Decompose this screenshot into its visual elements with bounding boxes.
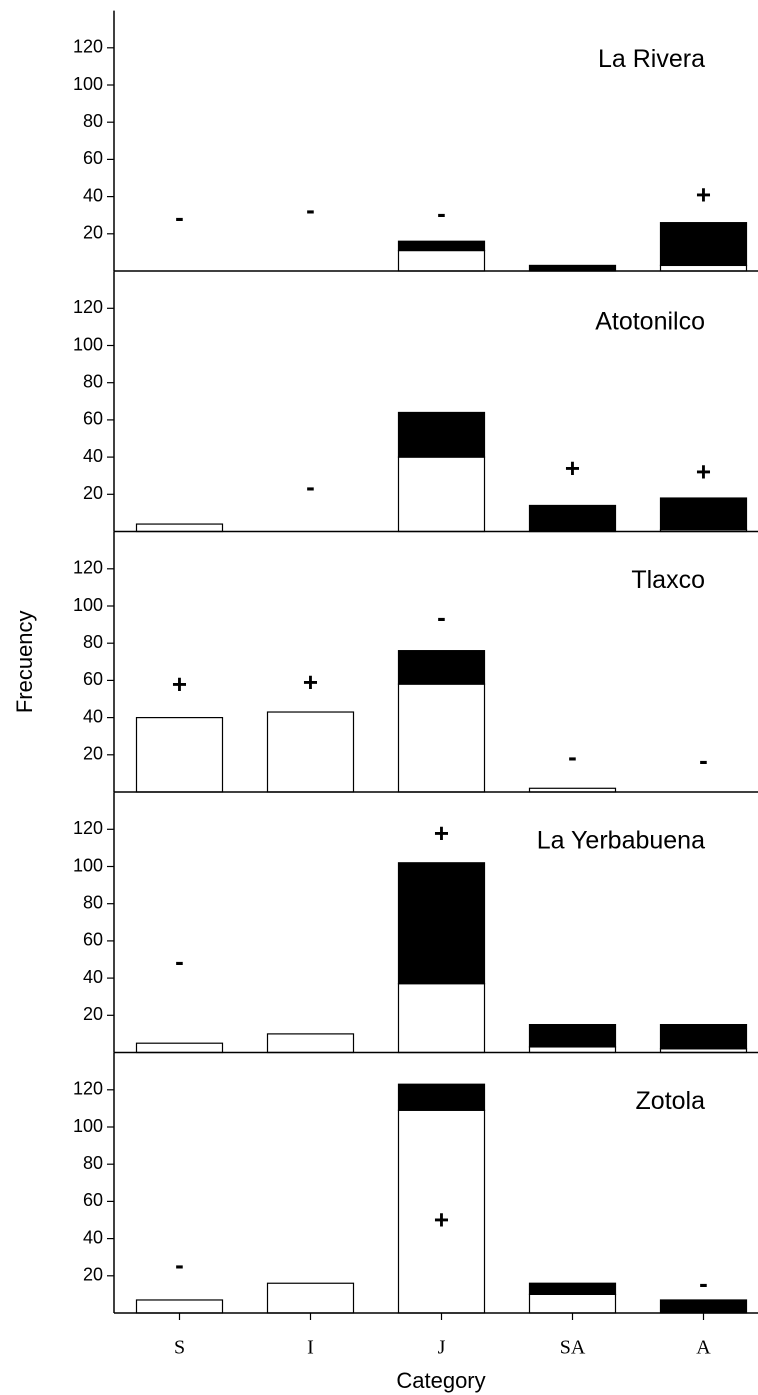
y-tick-label: 80 xyxy=(83,111,103,131)
significance-sign: + xyxy=(434,818,449,848)
y-tick-label: 80 xyxy=(83,371,103,391)
bar-segment xyxy=(135,1299,224,1314)
significance-sign: - xyxy=(175,1249,184,1279)
panel-title: La Yerbabuena xyxy=(537,827,705,855)
bar-segment xyxy=(266,1033,355,1054)
y-tick-label: 60 xyxy=(83,669,103,689)
bar-segment xyxy=(397,1109,486,1314)
y-tick-label: 120 xyxy=(73,37,103,57)
bar-segment xyxy=(528,264,617,272)
bar-segment xyxy=(659,1023,748,1050)
y-tick-label: 20 xyxy=(83,744,103,764)
significance-sign: + xyxy=(172,669,187,699)
significance-sign: + xyxy=(696,457,711,487)
x-axis-label: Category xyxy=(396,1368,485,1393)
bar-segment xyxy=(266,1282,355,1314)
bar-segment xyxy=(135,716,224,793)
y-tick-label: 80 xyxy=(83,632,103,652)
bar-segment xyxy=(397,411,486,458)
significance-sign: - xyxy=(568,741,577,771)
y-tick-label: 120 xyxy=(73,1079,103,1099)
bar-segment xyxy=(397,983,486,1054)
panel-title: Tlaxco xyxy=(631,566,705,594)
bar-segment xyxy=(528,1282,617,1295)
y-tick-label: 80 xyxy=(83,892,103,912)
bar-segment xyxy=(135,1042,224,1054)
bar-segment xyxy=(135,523,224,533)
significance-sign: - xyxy=(175,946,184,976)
y-tick-label: 100 xyxy=(73,1116,103,1136)
significance-sign: + xyxy=(434,1205,449,1235)
significance-sign: + xyxy=(303,667,318,697)
y-tick-label: 100 xyxy=(73,334,103,354)
y-tick-label: 120 xyxy=(73,297,103,317)
bar-segment xyxy=(659,497,748,531)
panel-title: La Rivera xyxy=(598,45,705,73)
y-tick-label: 100 xyxy=(73,74,103,94)
bar-segment xyxy=(528,504,617,533)
significance-sign: - xyxy=(437,602,446,632)
significance-sign: - xyxy=(437,198,446,228)
y-tick-label: 60 xyxy=(83,930,103,950)
y-tick-label: 100 xyxy=(73,595,103,615)
y-tick-label: 60 xyxy=(83,148,103,168)
y-tick-label: 40 xyxy=(83,706,103,726)
bar-segment xyxy=(397,683,486,793)
y-axis-label: Frecuency xyxy=(12,610,37,713)
bar-segment xyxy=(528,1293,617,1314)
bar-segment xyxy=(528,1046,617,1054)
bar-segment xyxy=(266,711,355,793)
bar-segment xyxy=(528,1023,617,1048)
panel-title: Zotola xyxy=(636,1087,706,1115)
y-tick-label: 40 xyxy=(83,967,103,987)
bar-segment xyxy=(397,456,486,533)
y-tick-label: 40 xyxy=(83,185,103,205)
significance-sign: + xyxy=(565,453,580,483)
x-tick-label: I xyxy=(307,1337,314,1359)
y-tick-label: 100 xyxy=(73,855,103,875)
bar-segment xyxy=(659,222,748,267)
y-tick-label: 40 xyxy=(83,1227,103,1247)
bar-segment xyxy=(397,1083,486,1111)
y-tick-label: 40 xyxy=(83,446,103,466)
significance-sign: - xyxy=(699,745,708,775)
panel-title: Atotonilco xyxy=(595,308,705,336)
y-tick-label: 60 xyxy=(83,409,103,429)
y-tick-label: 20 xyxy=(83,483,103,503)
y-tick-label: 120 xyxy=(73,558,103,578)
x-tick-label: J xyxy=(438,1337,446,1359)
significance-sign: - xyxy=(306,472,315,502)
y-tick-label: 80 xyxy=(83,1153,103,1173)
x-tick-label: A xyxy=(696,1337,711,1359)
x-tick-label: S xyxy=(174,1337,185,1359)
y-tick-label: 20 xyxy=(83,1265,103,1285)
bar-segment xyxy=(397,240,486,252)
y-tick-label: 60 xyxy=(83,1190,103,1210)
bar-segment xyxy=(397,249,486,272)
significance-sign: + xyxy=(696,179,711,209)
significance-sign: - xyxy=(175,202,184,232)
bar-segment xyxy=(397,862,486,985)
significance-sign: - xyxy=(306,194,315,224)
bar-segment xyxy=(659,1299,748,1314)
y-tick-label: 120 xyxy=(73,818,103,838)
significance-sign: - xyxy=(699,1268,708,1298)
bar-segment xyxy=(397,650,486,685)
y-tick-label: 20 xyxy=(83,223,103,243)
x-tick-label: SA xyxy=(560,1337,586,1359)
bar-segment xyxy=(659,264,748,272)
y-tick-label: 20 xyxy=(83,1004,103,1024)
